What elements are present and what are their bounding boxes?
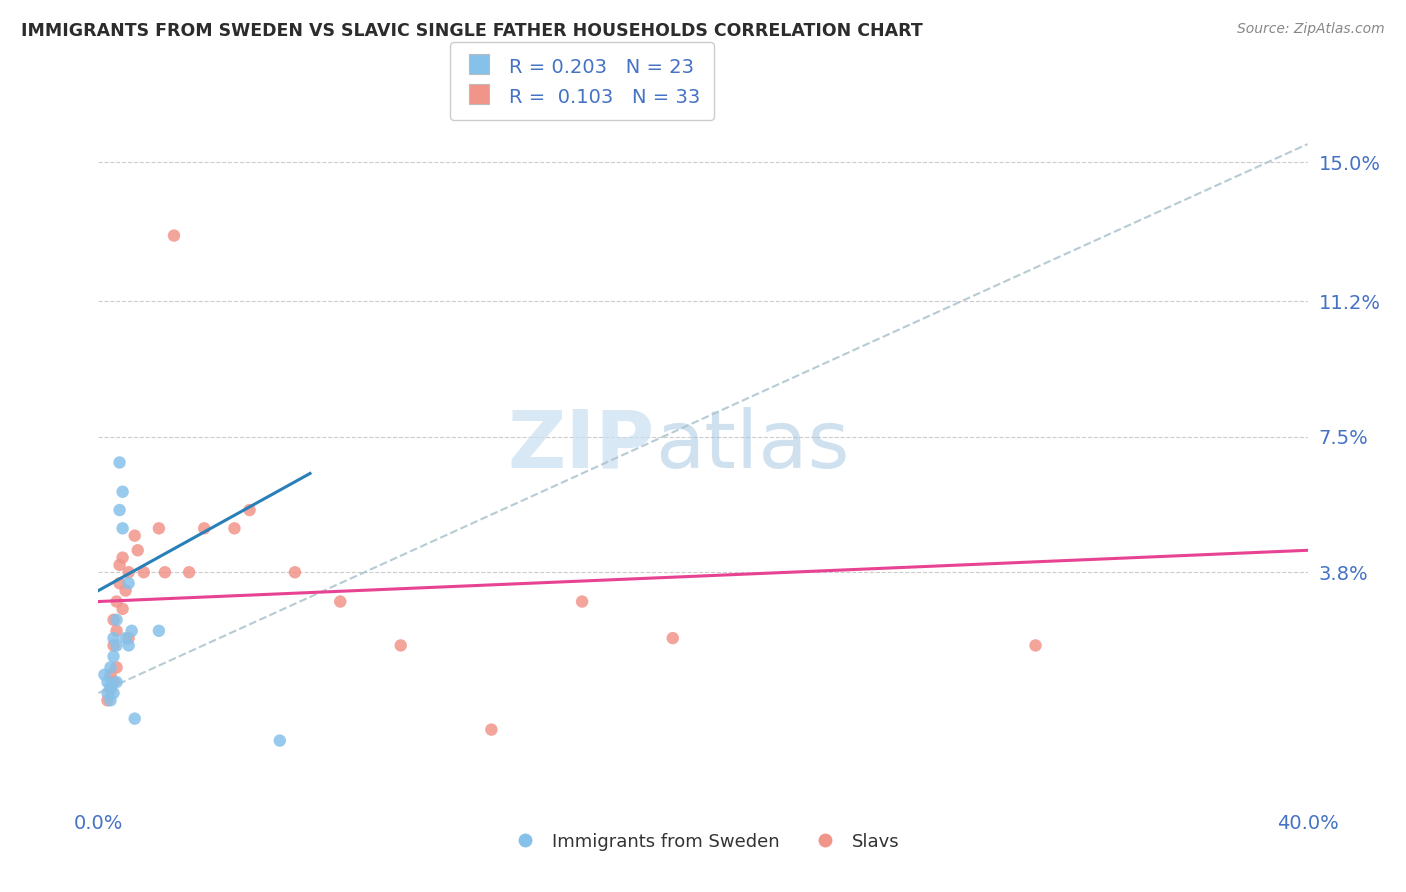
Point [96, 675, 118, 690]
Point [224, 521, 246, 535]
Point [153, 566, 176, 580]
Point [284, 566, 307, 580]
Point [100, 667, 122, 681]
Point [103, 613, 125, 627]
Point [269, 733, 291, 747]
Point [571, 594, 593, 608]
Point [118, 566, 141, 580]
Point [105, 660, 128, 674]
Point [179, 566, 201, 580]
Point [132, 566, 155, 580]
Point [148, 624, 170, 638]
Point [100, 660, 122, 674]
Point [108, 576, 131, 591]
Point [114, 583, 136, 598]
Point [124, 529, 146, 543]
Point [661, 631, 683, 645]
Point [100, 682, 122, 697]
Point [111, 484, 134, 499]
Point [105, 624, 128, 638]
Point [96, 686, 118, 700]
Point [111, 550, 134, 565]
Point [108, 503, 131, 517]
Point [118, 631, 141, 645]
Text: ZIP: ZIP [508, 407, 655, 485]
Point [1024, 639, 1046, 653]
Point [389, 639, 412, 653]
Point [96, 693, 118, 707]
Point [105, 639, 128, 653]
Point [103, 675, 125, 690]
Point [239, 503, 262, 517]
Point [163, 228, 186, 243]
Point [108, 558, 131, 572]
Point [100, 693, 122, 707]
Point [103, 649, 125, 664]
Point [114, 631, 136, 645]
Point [111, 521, 134, 535]
Text: IMMIGRANTS FROM SWEDEN VS SLAVIC SINGLE FATHER HOUSEHOLDS CORRELATION CHART: IMMIGRANTS FROM SWEDEN VS SLAVIC SINGLE … [21, 22, 922, 40]
Point [103, 631, 125, 645]
Point [105, 613, 128, 627]
Point [108, 455, 131, 469]
Point [93, 667, 115, 681]
Point [105, 594, 128, 608]
Point [329, 594, 352, 608]
Text: atlas: atlas [655, 407, 849, 485]
Point [121, 624, 143, 638]
Point [124, 712, 146, 726]
Point [111, 602, 134, 616]
Point [100, 679, 122, 693]
Text: Source: ZipAtlas.com: Source: ZipAtlas.com [1237, 22, 1385, 37]
Point [148, 521, 170, 535]
Point [193, 521, 215, 535]
Point [127, 543, 149, 558]
Point [118, 639, 141, 653]
Point [103, 686, 125, 700]
Legend: Immigrants from Sweden, Slavs: Immigrants from Sweden, Slavs [499, 826, 907, 858]
Point [118, 576, 141, 591]
Point [481, 723, 503, 737]
Point [103, 639, 125, 653]
Point [105, 675, 128, 690]
